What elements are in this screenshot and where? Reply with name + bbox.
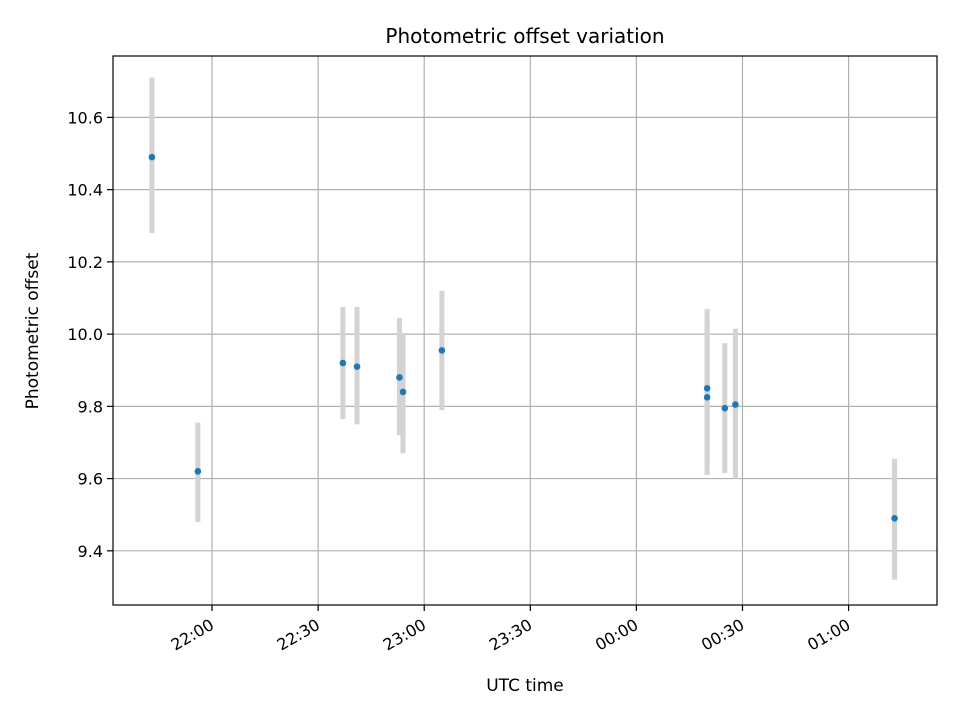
y-tick-label: 9.8 xyxy=(78,397,103,416)
data-point xyxy=(703,394,711,401)
y-axis-title: Photometric offset xyxy=(23,252,43,409)
data-point xyxy=(891,515,898,522)
y-tick-label: 10.0 xyxy=(67,325,103,344)
y-axis-ticks: 9.4 9.6 9.8 10.0 10.2 10.4 10.6 xyxy=(67,108,113,561)
grid xyxy=(113,56,937,605)
y-tick-label: 10.4 xyxy=(67,181,103,200)
y-tick-label: 10.2 xyxy=(67,253,103,272)
y-tick-label: 9.6 xyxy=(78,470,103,489)
data-point xyxy=(148,153,156,161)
data-point xyxy=(438,347,446,354)
data-point xyxy=(353,363,361,370)
data-point xyxy=(721,404,729,412)
data-points xyxy=(148,153,898,522)
plot-frame xyxy=(112,55,938,606)
data-point xyxy=(396,374,403,381)
chart-title: Photometric offset variation xyxy=(385,24,664,48)
data-point xyxy=(732,401,739,408)
y-tick-label: 10.6 xyxy=(67,108,103,127)
y-tick-label: 9.4 xyxy=(78,542,103,561)
data-point xyxy=(194,468,202,475)
data-point xyxy=(339,359,347,367)
data-point xyxy=(399,388,407,396)
data-point xyxy=(703,384,711,392)
x-axis-title: UTC time xyxy=(486,676,564,696)
